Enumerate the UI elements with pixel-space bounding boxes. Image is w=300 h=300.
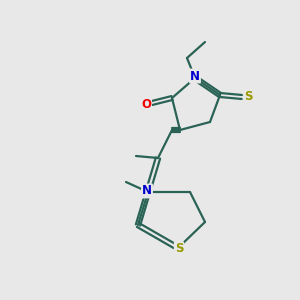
Text: S: S [244,91,252,103]
Text: O: O [141,98,151,110]
Text: N: N [190,70,200,83]
Text: S: S [175,242,183,256]
Text: N: N [142,184,152,197]
